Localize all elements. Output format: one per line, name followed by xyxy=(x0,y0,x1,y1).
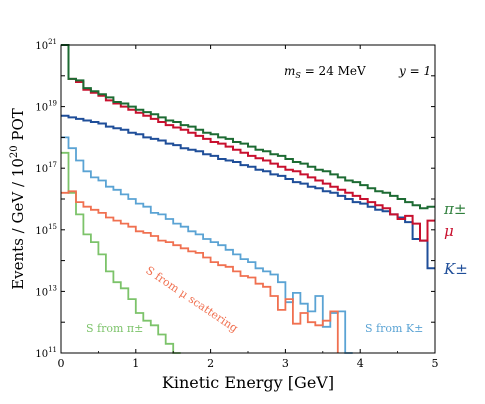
y-tick-exponent: 11 xyxy=(48,346,57,354)
series-line-s-from-mu xyxy=(61,190,339,353)
series-line-pion xyxy=(61,44,435,210)
annotation-mass-value: = 24 MeV xyxy=(301,64,366,78)
series-line-s-from-k xyxy=(61,136,353,354)
series-label-kaon: K± xyxy=(443,260,468,278)
series-layer xyxy=(61,44,435,354)
y-tick-label: 1017 xyxy=(35,161,57,175)
y-axis-label-exponent: 20 xyxy=(9,145,20,158)
y-tick-base: 10 xyxy=(35,103,48,114)
x-tick-label: 1 xyxy=(132,357,139,370)
series-line-kaon xyxy=(61,114,435,270)
y-tick-label: 1019 xyxy=(35,100,57,114)
x-tick-label: 2 xyxy=(207,357,214,370)
series-label-s-from-mu: S from μ scattering xyxy=(143,264,240,335)
y-tick-label: 1021 xyxy=(35,38,57,52)
annotation-mass: mS = 24 MeV xyxy=(284,64,366,80)
plot-frame xyxy=(60,44,436,354)
series-line-muon xyxy=(61,44,435,242)
series-label-s-from-k: S from K± xyxy=(365,322,423,335)
series-label-pion: π± xyxy=(443,200,466,218)
series-label-muon: μ xyxy=(444,222,454,240)
y-tick-exponent: 13 xyxy=(48,284,57,292)
y-tick-label: 1015 xyxy=(35,223,57,237)
y-tick-base: 10 xyxy=(35,287,48,298)
y-axis-label: Events / GeV / 1020 POT xyxy=(9,108,27,290)
series-label-s-from-pi: S from π± xyxy=(86,322,143,335)
x-tick-label: 4 xyxy=(357,357,364,370)
y-tick-label: 1011 xyxy=(35,346,57,360)
x-tick-label: 3 xyxy=(282,357,289,370)
y-tick-base: 10 xyxy=(35,349,48,360)
annotation-coupling: y = 1 xyxy=(398,64,431,78)
x-axis-label: Kinetic Energy [GeV] xyxy=(162,373,334,392)
y-tick-base: 10 xyxy=(35,164,48,175)
y-tick-label: 1013 xyxy=(35,284,57,298)
y-axis-label-unit: POT xyxy=(9,108,27,140)
y-tick-exponent: 19 xyxy=(48,100,57,108)
y-tick-exponent: 15 xyxy=(48,223,57,231)
y-tick-exponent: 21 xyxy=(48,38,57,46)
series-line-s-from-pi xyxy=(61,151,181,354)
annotation-mass-symbol: m xyxy=(284,64,295,78)
y-tick-base: 10 xyxy=(35,226,48,237)
annotation-mass-subscript: S xyxy=(295,71,301,80)
x-tick-label: 0 xyxy=(58,357,65,370)
x-tick-label: 5 xyxy=(432,357,439,370)
y-tick-base: 10 xyxy=(35,41,48,52)
y-tick-exponent: 17 xyxy=(48,161,57,169)
y-axis-label-main: Events / GeV / 10 xyxy=(9,158,27,290)
